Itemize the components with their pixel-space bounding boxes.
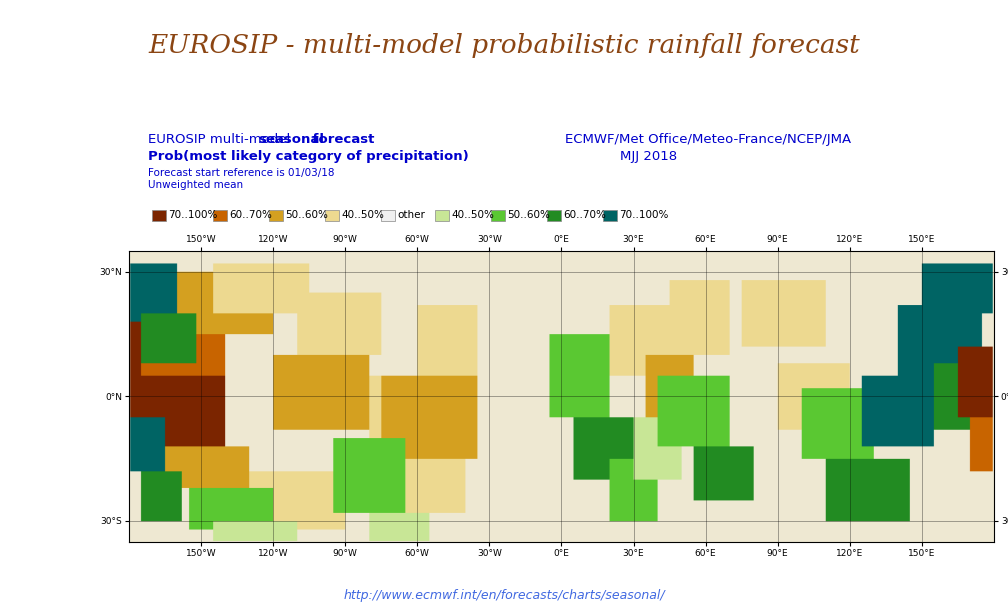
Bar [603,209,617,220]
Text: MJJ 2018: MJJ 2018 [620,150,677,163]
Text: Unweighted mean: Unweighted mean [148,180,243,190]
Text: 70..100%: 70..100% [619,210,668,220]
Bar [435,209,449,220]
Text: EUROSIP - multi-model probabilistic rainfall forecast: EUROSIP - multi-model probabilistic rain… [148,34,860,59]
Bar [547,209,561,220]
Text: seasonal: seasonal [258,133,324,146]
Text: 40..50%: 40..50% [451,210,494,220]
Text: 70..100%: 70..100% [168,210,218,220]
Bar [213,209,227,220]
Bar [325,209,339,220]
Text: Forecast start reference is 01/03/18: Forecast start reference is 01/03/18 [148,168,335,178]
Text: 40..50%: 40..50% [341,210,384,220]
Text: ECMWF/Met Office/Meteo-France/NCEP/JMA: ECMWF/Met Office/Meteo-France/NCEP/JMA [565,133,851,146]
Bar [491,209,505,220]
Text: forecast: forecast [308,133,374,146]
Text: 60..70%: 60..70% [229,210,272,220]
Text: 50..60%: 50..60% [285,210,328,220]
Text: Prob(most likely category of precipitation): Prob(most likely category of precipitati… [148,150,469,163]
Text: other: other [397,210,425,220]
Text: 50..60%: 50..60% [507,210,550,220]
Bar [269,209,283,220]
Text: EUROSIP multi-model: EUROSIP multi-model [148,133,294,146]
Text: 60..70%: 60..70% [563,210,606,220]
Bar [381,209,395,220]
Bar [152,209,166,220]
Text: http://www.ecmwf.int/en/forecasts/charts/seasonal/: http://www.ecmwf.int/en/forecasts/charts… [343,589,665,602]
